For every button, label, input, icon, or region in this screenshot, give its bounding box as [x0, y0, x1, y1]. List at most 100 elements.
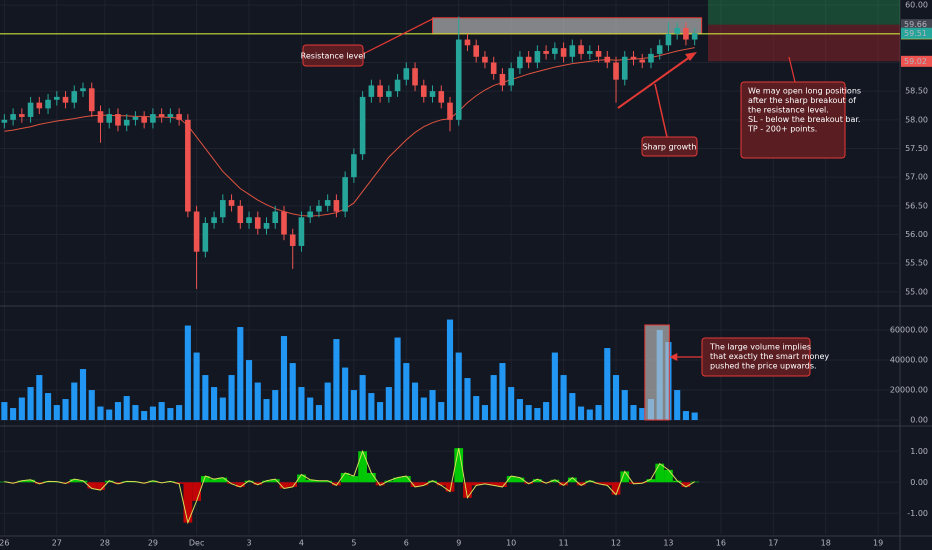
candle-body: [1, 119, 8, 123]
candle-body: [132, 116, 139, 120]
candle-body: [211, 217, 217, 224]
price-badge-label: 59.02: [904, 57, 927, 66]
candle-body: [578, 45, 584, 54]
oscillator-area: [340, 472, 350, 483]
volume-bar: [455, 352, 462, 421]
candle-body: [307, 211, 313, 218]
candle-body: [220, 200, 226, 218]
oscillator-area: [113, 482, 123, 484]
volume-bar: [298, 387, 305, 421]
candle-body: [272, 211, 279, 224]
volume-bar: [245, 360, 253, 421]
x-tick-label: 11: [558, 539, 568, 548]
oscillator-area: [533, 479, 542, 483]
candle-body: [447, 102, 453, 120]
x-tick-label: 29: [148, 539, 158, 548]
volume-bar: [595, 405, 602, 421]
candle-body: [62, 96, 69, 103]
volume-bar: [228, 375, 235, 421]
candle-body: [490, 62, 497, 74]
candle-body: [648, 53, 654, 63]
volume-bar: [674, 390, 681, 421]
candle-body: [27, 102, 34, 117]
candle-body: [45, 99, 51, 109]
oscillator-area: [428, 480, 437, 483]
candle-body: [158, 114, 165, 117]
oscillator-area: [489, 482, 499, 486]
volume-bar: [79, 369, 87, 421]
volume-bar: [578, 406, 585, 421]
volume-bar: [149, 406, 156, 421]
oscillator-area: [183, 482, 193, 523]
candle-body: [202, 223, 209, 252]
oscillator-area: [26, 479, 35, 483]
volume-bar: [403, 363, 410, 421]
annotation-text: The large volume implies: [709, 343, 811, 352]
oscillator-area: [69, 479, 79, 483]
annotation-text: TP - 200+ points.: [747, 125, 817, 134]
candle-body: [438, 91, 445, 103]
volume-bar: [263, 399, 270, 421]
oscillator-area: [235, 482, 245, 487]
annotation-arrow: [362, 18, 433, 55]
candle-body: [115, 114, 121, 126]
oscillator-area: [288, 482, 298, 487]
oscillator-area: [664, 469, 673, 483]
oscillator-area: [445, 482, 455, 492]
oscillator-area: [366, 472, 376, 483]
volume-bar: [394, 337, 401, 421]
candle-body: [289, 234, 296, 246]
candle-body: [613, 62, 619, 80]
y-tick-label: 57.50: [905, 144, 928, 153]
candle-body: [665, 33, 672, 46]
x-tick-label: 16: [716, 539, 726, 548]
oscillator-area: [471, 482, 481, 486]
oscillator-area: [594, 482, 603, 484]
volume-bar: [219, 397, 226, 421]
x-tick-label: Dec: [189, 539, 204, 548]
volume-bar: [193, 352, 200, 421]
volume-bar: [385, 387, 392, 421]
oscillator-area: [305, 479, 315, 483]
oscillator-area: [515, 477, 525, 483]
oscillator-area: [559, 482, 568, 486]
resistance-box: [432, 17, 703, 35]
oscillator-area: [270, 479, 280, 483]
oscillator-area: [87, 482, 97, 489]
y-tick-label: 56.00: [905, 230, 928, 239]
volume-bar: [682, 411, 689, 421]
candle-body: [71, 91, 78, 103]
volume-bar: [464, 378, 471, 421]
volume-bar: [132, 405, 139, 421]
oscillator-line: [4, 448, 695, 525]
price-badge: [901, 27, 932, 39]
candle-body: [97, 111, 104, 123]
volume-bar: [342, 367, 349, 421]
volume-bar: [289, 363, 296, 421]
x-tick-label: 18: [821, 539, 831, 548]
volume-bar: [176, 405, 183, 421]
candle-body: [674, 28, 680, 34]
price-badge-label: 59.66: [904, 20, 927, 29]
y-tick-label: 1.00: [910, 447, 928, 456]
stop-zone: [708, 24, 900, 62]
candle-body: [691, 33, 698, 40]
oscillator-area: [384, 480, 394, 483]
volume-bar: [525, 405, 532, 421]
candle-body: [106, 114, 113, 123]
candle-body: [552, 48, 558, 54]
candle-body: [351, 154, 357, 178]
oscillator-area: [620, 471, 630, 483]
oscillator-area: [454, 448, 464, 483]
volume-bar: [630, 405, 637, 421]
candle-body: [36, 102, 43, 109]
oscillator-area: [655, 463, 665, 483]
candle-body: [246, 217, 252, 224]
oscillator-area: [218, 477, 228, 483]
x-tick-label: 9: [456, 539, 461, 548]
oscillator-area: [244, 480, 254, 483]
annotation-text: that exactly the smart money: [710, 352, 829, 361]
volume-bar: [604, 348, 611, 421]
volume-bar: [368, 393, 375, 421]
oscillator-area: [498, 482, 507, 487]
